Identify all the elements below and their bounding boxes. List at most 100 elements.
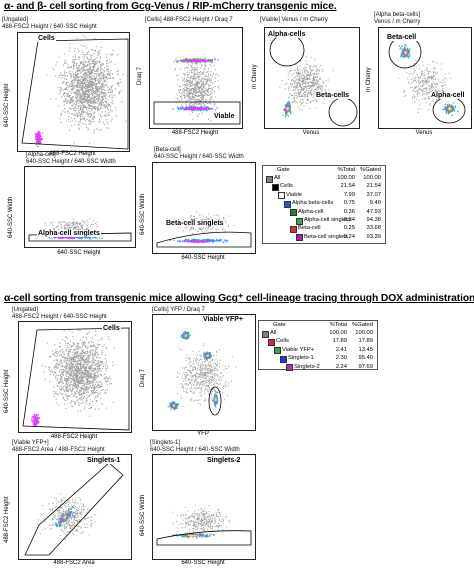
table-row[interactable]: Cells 21.54 21.54 [263,182,385,191]
table-row[interactable]: Beta-cell singlets 0.24 93.39 [263,233,385,242]
band-yellow [187,534,199,537]
s1-p4-ylabel: m Cherry [366,67,372,92]
gate-name: Cells [276,338,289,345]
gate-total: 0.34 [343,217,355,223]
upper-left-yellow [184,334,187,337]
gate-total: 0.24 [343,233,355,240]
s2-p1-plot-area[interactable] [18,321,132,433]
gate-color-swatch [290,209,297,217]
s1-p4-gate1-label: Beta-cell [386,34,418,41]
gate-total: 100.00 [329,330,347,336]
s1-p4-subtitle: Venus / m Cherry [374,19,421,25]
s1-p1-plot-area[interactable] [17,32,130,152]
s1-p3-gate2-label: Beta-cells [315,92,351,99]
s1-p3-title: [Viable] Venus / m Cherry [260,17,328,23]
s1-p4-plot-area[interactable] [378,27,472,129]
s2-p4-title: [Singlets-1] [150,440,181,446]
singlets-gate [24,462,124,556]
gate-color-swatch [266,175,273,183]
gate-total: 2.41 [335,346,347,353]
gate-total: 0.25 [343,225,355,232]
s2-p4-svg [156,504,252,546]
table-row[interactable]: Singlets-2 2.24 97.69 [259,363,377,372]
gate-gated: 95.40 [358,355,373,362]
s1-gate-table: Gate %Total %Gated All 100.00 100.00 Cells 21.5… [262,165,386,244]
gate-color-swatch [272,183,279,191]
s1-p2-plot-area[interactable] [149,27,243,129]
gray-cloud [279,56,334,111]
s2-p1-ylabel: 640-SSC Height [4,369,10,413]
header-total: %Total [329,322,347,328]
core-yellow [286,107,289,111]
s2-p4-subtitle: 640-SSC Height / 640-SSC Width [150,447,240,453]
section2-heading: α-cell sorting from transgenic mice allo… [4,293,474,304]
s2-p3-gate-label: Singlets-1 [86,457,122,464]
s1-p2-xlabel: 488-FSC2 Height [171,130,219,136]
gate-gated: 37.07 [366,191,381,198]
gate-gated: 100.00 [363,175,381,181]
lower-left-yellow [172,404,175,407]
s2-table-header: Gate %Total %Gated [259,321,377,329]
gate-name: Alpha beta-cells [292,200,334,207]
table-row[interactable]: Viable 7.99 37.07 [263,191,385,200]
section1-heading: α- and β- cell sorting from Gcg-Venus / … [4,1,337,12]
alpha-yellow [448,106,452,111]
table-row[interactable]: Alpha beta-cells 0.75 9.40 [263,199,385,208]
s2-p4-plot-area[interactable] [152,454,256,560]
gate-gated: 9.40 [369,200,381,207]
upper-band-core [180,58,216,63]
gate-gated: 13.45 [358,346,373,353]
s2-p3-xlabel: 488-FSC2 Area [53,560,95,566]
s1-p1-title: [Ungated] [2,17,29,23]
gate-name: Viable YFP+ [282,346,315,353]
gate-name: All [270,330,277,336]
s2-p3-plot-area[interactable] [18,454,132,560]
s2-plot1-panel: [Ungated] 488-FSC2 Height / 640-SSC Heig… [2,307,134,447]
gate-name: Singlets-1 [288,355,314,362]
header-total: %Total [337,167,355,173]
gate-color-swatch [296,217,303,225]
table-row[interactable]: Singlets-1 2.30 95.40 [259,354,377,363]
gate-color-swatch [284,200,291,208]
gate-total: 21.54 [340,183,355,190]
s1-plot6-panel: [Beta-cell] 640-SSC Height / 640-SSC Wid… [138,145,258,270]
gate-gated: 100.00 [355,330,373,336]
s1-p2-svg [153,53,241,125]
header-gated: %Gated [352,322,373,328]
s2-plot3-panel: [Viable YFP+] 488-FSC2 Area / 488-FSC2 H… [2,440,134,570]
s1-p6-plot-area[interactable] [152,162,256,254]
gate-gated: 47.93 [366,208,381,215]
header-gated: %Gated [360,167,381,173]
s2-p4-xlabel: 640-SSC Height [181,560,225,566]
s1-p3-plot-area[interactable] [264,27,360,129]
gray-cloud [41,329,115,417]
gate-color-swatch [280,355,287,363]
diagonal-yellow [63,515,67,519]
s2-p1-gate-label: Cells [102,325,121,332]
cells-gate [22,327,130,431]
table-row[interactable]: Cells 17.89 17.89 [259,337,377,346]
s1-p4-svg [388,35,466,124]
s1-p2-gate-label: Viable [213,113,236,120]
s2-p4-ylabel: 640-SSC Width [140,494,146,536]
table-row[interactable]: Viable YFP+ 2.41 13.45 [259,346,377,355]
table-row[interactable]: Alpha-cell 0.36 47.93 [263,208,385,217]
table-row[interactable]: All 100.00 100.00 [263,174,385,183]
gate-name: Alpha-cell [298,208,324,215]
gate-color-swatch [290,225,297,233]
gate-gated: 33.68 [366,225,381,232]
s1-p5-ylabel: 640-SSC Width [8,196,14,238]
s2-p3-svg [24,462,124,556]
table-row[interactable]: All 100.00 100.00 [259,329,377,338]
gate-total: 7.99 [343,191,355,198]
table-row[interactable]: Alpha-cell singlets 0.34 94.38 [263,216,385,225]
table-row[interactable]: Beta-cell 0.25 33.68 [263,224,385,233]
s1-p3-gate1-label: Alpha-cells [267,31,307,38]
s2-p2-plot-area[interactable] [152,314,256,431]
s1-p3-xlabel: Venus [302,130,320,136]
low-events [34,130,44,148]
s1-p5-gate-label: Alpha-cell singlets [37,230,101,237]
gate-name: Singlets-2 [294,363,320,370]
gray-cloud [174,53,220,121]
gate-color-swatch [268,338,275,346]
